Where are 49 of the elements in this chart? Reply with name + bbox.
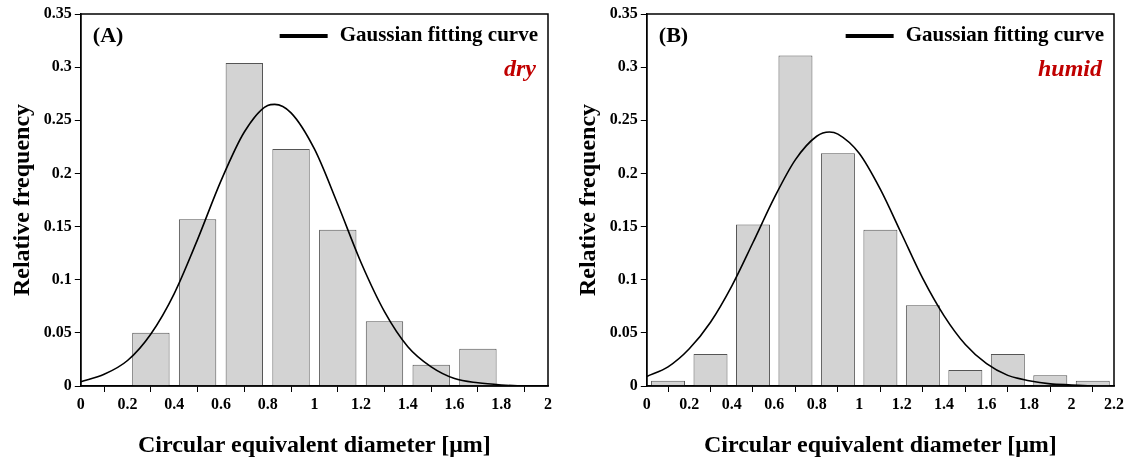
x-tick-label: 0.6 — [764, 394, 785, 412]
y-tick-label: 0.3 — [51, 57, 72, 75]
y-tick-label: 0.2 — [617, 163, 638, 181]
y-tick-label: 0.05 — [609, 323, 638, 340]
x-axis-title: Circular equivalent diameter [μm] — [703, 430, 1057, 457]
x-tick-label: 0.8 — [806, 394, 827, 412]
x-tick-label: 1.4 — [397, 394, 418, 412]
x-tick-label: 0 — [642, 394, 651, 412]
y-tick-label: 0.05 — [43, 323, 72, 340]
x-tick-label: 1.8 — [1019, 394, 1040, 412]
x-tick-label: 2 — [544, 394, 552, 412]
x-tick-label: 0 — [76, 394, 85, 412]
y-tick-label: 0.15 — [43, 216, 72, 234]
x-tick-label: 1.6 — [444, 394, 465, 412]
x-tick-label: 1.8 — [491, 394, 512, 412]
y-tick-label: 0.1 — [617, 269, 638, 287]
y-tick-label: 0 — [629, 376, 638, 394]
y-axis-title: Relative frequency — [7, 103, 34, 297]
y-tick-label: 0.1 — [51, 269, 72, 287]
x-tick-label: 1.2 — [891, 394, 912, 412]
x-tick-label: 0.2 — [117, 394, 138, 412]
x-tick-label: 2 — [1067, 394, 1076, 412]
x-tick-label: 2.2 — [1104, 394, 1124, 412]
x-tick-label: 0.8 — [257, 394, 278, 412]
x-tick-label: 0.6 — [210, 394, 231, 412]
x-tick-label: 0.2 — [679, 394, 700, 412]
annotation: dry — [504, 55, 537, 82]
y-tick-label: 0.35 — [43, 4, 72, 22]
annotation: humid — [1037, 55, 1103, 82]
x-tick-label: 1 — [310, 394, 319, 412]
x-axis-title: Circular equivalent diameter [μm] — [137, 430, 491, 457]
y-axis-title: Relative frequency — [573, 103, 600, 297]
y-tick-label: 0 — [63, 376, 72, 394]
legend-label: Gaussian fitting curve — [339, 22, 538, 47]
x-tick-label: 0.4 — [164, 394, 185, 412]
y-tick-label: 0.3 — [617, 57, 638, 75]
x-tick-label: 0.4 — [721, 394, 742, 412]
y-tick-label: 0.25 — [43, 110, 72, 128]
annotation: (A) — [92, 21, 124, 47]
y-tick-label: 0.2 — [51, 163, 72, 181]
x-tick-label: 1.2 — [351, 394, 372, 412]
x-tick-label: 1.4 — [934, 394, 955, 412]
legend-label: Gaussian fitting curve — [905, 22, 1104, 47]
y-tick-label: 0.15 — [609, 216, 638, 234]
annotation: (B) — [658, 21, 689, 47]
x-tick-label: 1 — [855, 394, 864, 412]
x-tick-label: 1.6 — [976, 394, 997, 412]
y-tick-label: 0.35 — [609, 4, 638, 22]
y-tick-label: 0.25 — [609, 110, 638, 128]
